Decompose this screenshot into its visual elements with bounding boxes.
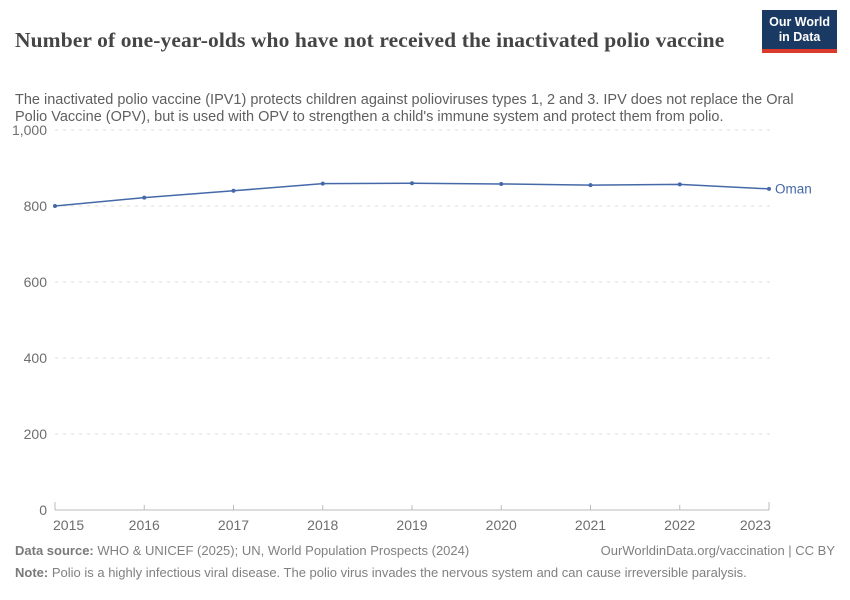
x-axis-tick-label: 2017 (218, 517, 249, 533)
note-text: Note: Polio is a highly infectious viral… (15, 565, 747, 580)
y-axis-tick-label: 1,000 (12, 122, 47, 138)
data-source-label: Data source: (15, 543, 94, 558)
note-label: Note: (15, 565, 49, 580)
y-axis-tick-label: 600 (24, 274, 48, 290)
x-axis-tick-label: 2015 (53, 517, 84, 533)
y-axis-tick-label: 400 (24, 350, 48, 366)
page-title: Number of one-year-olds who have not rec… (15, 28, 725, 53)
y-axis-tick-label: 800 (24, 198, 48, 214)
chart-footer: Data source: WHO & UNICEF (2025); UN, Wo… (15, 542, 835, 581)
data-point-2023 (767, 186, 771, 191)
logo-text-line1: Our World (769, 15, 830, 29)
y-axis-tick-label: 200 (24, 426, 48, 442)
owid-cc-link[interactable]: OurWorldinData.org/vaccination | CC BY (600, 543, 835, 558)
owid-logo: Our World in Data (762, 10, 837, 53)
line-chart-canvas: 0 200 400 600 800 1,000 2015 2016 2017 2018 2019 20… (12, 122, 812, 533)
x-axis-tick-label: 2021 (575, 517, 606, 533)
x-axis-tick-label: 2022 (664, 517, 695, 533)
data-point-2017 (231, 188, 236, 193)
data-point-2019 (410, 181, 414, 186)
data-point-2021 (588, 183, 593, 188)
x-axis-tick-label: 2016 (129, 517, 160, 533)
x-axis-tick-label: 2020 (486, 517, 517, 533)
x-axis-tick-label: 2018 (307, 517, 338, 533)
logo-text-line2: in Data (778, 30, 821, 44)
data-source-text: Data source: WHO & UNICEF (2025); UN, Wo… (15, 543, 470, 558)
data-point-2020 (499, 181, 504, 186)
data-point-2018 (320, 181, 325, 186)
series-label-oman: Oman (775, 181, 812, 196)
x-axis-tick-label: 2023 (740, 517, 771, 533)
y-axis-tick-label: 0 (39, 502, 47, 518)
data-point-2022 (677, 182, 682, 187)
chart-subtitle: The inactivated polio vaccine (IPV1) pro… (15, 91, 794, 126)
data-point-2016 (142, 195, 147, 200)
x-axis-tick-label: 2019 (396, 517, 427, 533)
data-point-2015 (53, 204, 57, 208)
line-series-oman (54, 182, 770, 207)
